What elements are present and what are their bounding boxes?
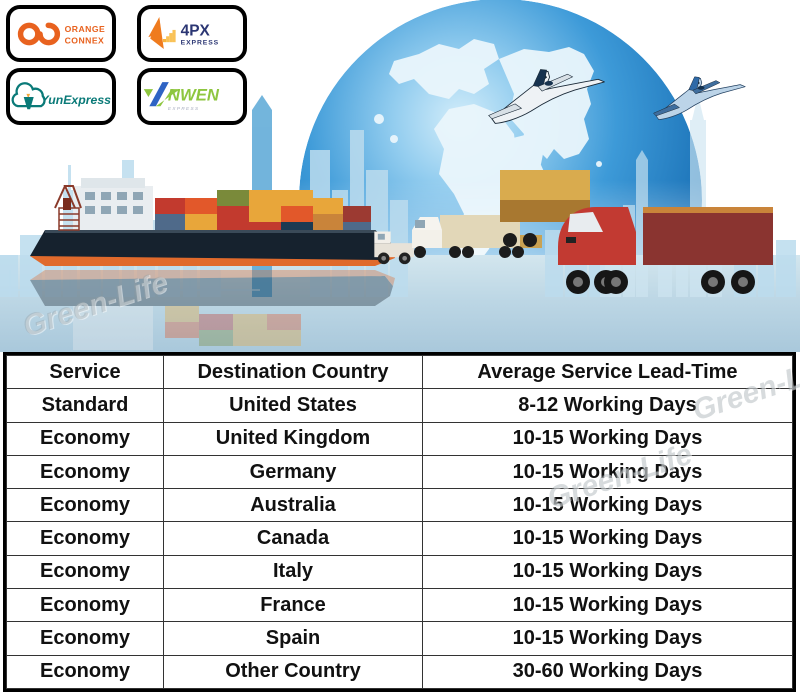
svg-text:CONNEX: CONNEX (65, 35, 105, 45)
svg-text:4PX: 4PX (181, 22, 211, 39)
svg-text:EXPRESS: EXPRESS (168, 105, 200, 110)
svg-text:YunExpress: YunExpress (41, 92, 111, 106)
svg-text:EXPRESS: EXPRESS (181, 39, 219, 46)
svg-text:NWEN: NWEN (168, 85, 220, 104)
svg-text:ORANGE: ORANGE (65, 24, 106, 34)
